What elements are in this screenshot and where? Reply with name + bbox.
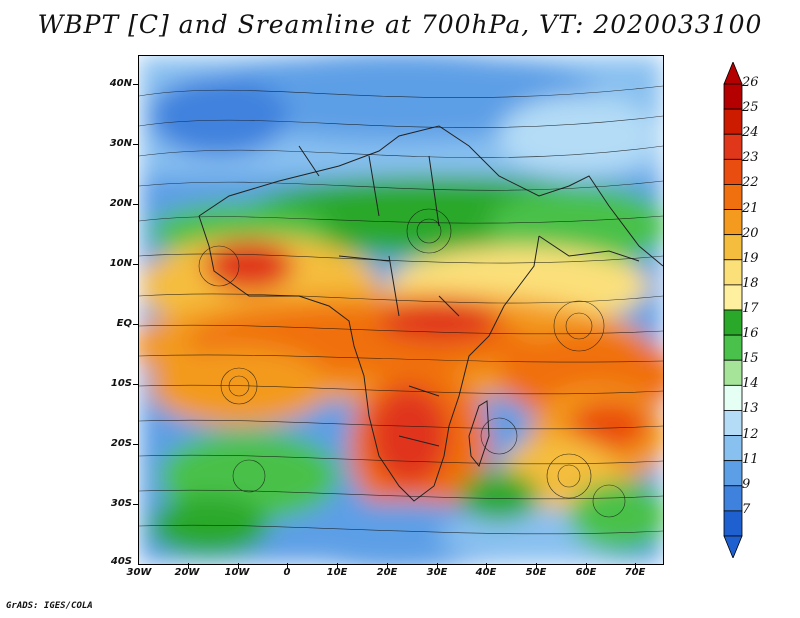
colorbar-swatch xyxy=(723,510,743,537)
lat-label-10n: 10N xyxy=(109,258,132,269)
lat-label-eq: EQ xyxy=(116,318,132,329)
colorbar-swatch xyxy=(723,334,743,361)
colorbar-label: 14 xyxy=(742,376,759,392)
colorbar-label: 13 xyxy=(742,401,759,417)
lat-tick xyxy=(133,384,139,385)
lat-tick xyxy=(133,504,139,505)
lon-tick xyxy=(238,563,239,569)
lat-tick xyxy=(133,444,139,445)
lon-tick xyxy=(586,563,587,569)
colorbar-label: 25 xyxy=(742,100,759,116)
lon-label-70e: 70E xyxy=(624,567,646,578)
colorbar-swatch xyxy=(723,184,743,210)
colorbar-swatch xyxy=(723,158,743,185)
lon-tick xyxy=(536,563,537,569)
lon-tick xyxy=(635,563,636,569)
lat-tick xyxy=(133,204,139,205)
lat-label-20s: 20S xyxy=(110,438,132,449)
colorbar-top-arrow xyxy=(723,62,743,85)
colorbar-label: 21 xyxy=(742,200,759,216)
lon-label-50e: 50E xyxy=(525,567,547,578)
map-title: WBPT [C] and Sreamline at 700hPa, VT: 20… xyxy=(37,10,763,39)
colorbar-swatch xyxy=(723,108,743,135)
lon-tick xyxy=(287,563,288,569)
colorbar-label: 24 xyxy=(742,125,759,141)
lon-label-60e: 60E xyxy=(575,567,597,578)
map-panel xyxy=(138,55,664,565)
colorbar-swatches xyxy=(723,62,743,558)
colorbar-label: 26 xyxy=(742,75,759,90)
lon-label-20w: 20W xyxy=(174,567,200,578)
colorbar-label: 23 xyxy=(742,150,759,166)
colorbar-swatch xyxy=(723,209,743,236)
colorbar-swatch xyxy=(723,83,743,110)
lon-label-30w: 30W xyxy=(126,567,152,578)
lon-tick xyxy=(387,563,388,569)
colorbar-label: 11 xyxy=(742,451,759,467)
colorbar-label: 22 xyxy=(742,175,759,191)
lat-tick xyxy=(133,84,139,85)
colorbar-swatch xyxy=(723,435,743,462)
lon-tick xyxy=(437,563,438,569)
lat-tick xyxy=(133,264,139,265)
lat-label-30n: 30N xyxy=(109,138,132,149)
colorbar-label: 19 xyxy=(742,250,759,266)
lat-label-30s: 30S xyxy=(110,498,132,509)
colorbar-swatch xyxy=(723,410,743,436)
colorbar-swatch xyxy=(723,460,743,487)
colorbar-label: 16 xyxy=(742,326,759,342)
lat-label-40s: 40S xyxy=(110,556,132,567)
colorbar-label: 12 xyxy=(742,426,759,442)
colorbar-swatch xyxy=(723,259,743,286)
colorbar-label: 20 xyxy=(742,225,759,241)
wbpt-streamline-map xyxy=(139,56,663,564)
lon-tick xyxy=(486,563,487,569)
lon-label-40e: 40E xyxy=(475,567,497,578)
colorbar-label: 7 xyxy=(742,501,751,517)
colorbar-label: 9 xyxy=(742,476,751,492)
footer-credit: GrADS: IGES/COLA xyxy=(6,601,93,611)
lon-label-30e: 30E xyxy=(426,567,448,578)
colorbar-swatch xyxy=(723,234,743,261)
lat-tick xyxy=(133,324,139,325)
lat-label-40n: 40N xyxy=(109,78,132,89)
lon-label-10w: 10W xyxy=(224,567,250,578)
colorbar-label: 18 xyxy=(742,275,759,291)
colorbar-label: 17 xyxy=(742,301,759,316)
lon-label-0: 0 xyxy=(283,567,291,578)
colorbar-swatch xyxy=(723,359,743,386)
lat-label-20n: 20N xyxy=(109,198,132,209)
colorbar-label: 15 xyxy=(742,351,759,367)
lon-label-20e: 20E xyxy=(376,567,398,578)
streamlines xyxy=(139,85,663,535)
colorbar-bottom-arrow xyxy=(723,535,743,558)
colorbar xyxy=(723,62,743,558)
lon-tick xyxy=(337,563,338,569)
coastlines xyxy=(198,125,663,502)
lat-label-10s: 10S xyxy=(110,378,132,389)
colorbar-swatch xyxy=(723,133,743,160)
lon-tick xyxy=(188,563,189,569)
colorbar-swatch xyxy=(723,485,743,512)
colorbar-swatch xyxy=(723,384,743,411)
lon-label-10e: 10E xyxy=(326,567,348,578)
colorbar-swatch xyxy=(723,284,743,311)
colorbar-swatch xyxy=(723,309,743,336)
lat-tick xyxy=(133,144,139,145)
